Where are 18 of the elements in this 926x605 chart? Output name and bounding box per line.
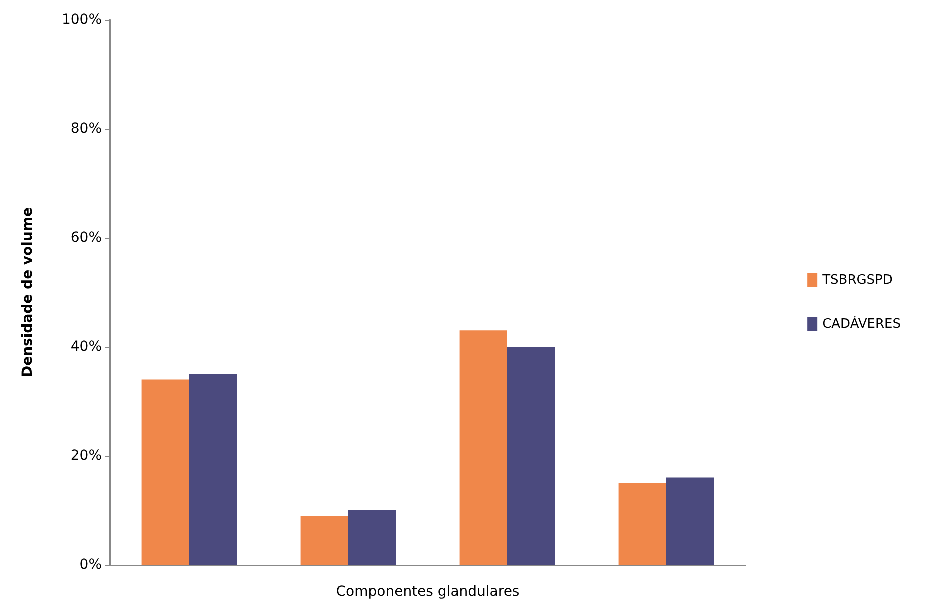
bar bbox=[508, 347, 556, 565]
bar bbox=[300, 516, 348, 565]
legend-label: TSBRGSPD bbox=[822, 273, 893, 288]
y-axis-title: Densidade de volume bbox=[20, 207, 36, 378]
bar bbox=[460, 330, 508, 565]
bar bbox=[190, 374, 238, 565]
bar bbox=[348, 510, 396, 565]
y-tick-label: 100% bbox=[62, 12, 102, 28]
y-tick-label: 20% bbox=[70, 448, 102, 464]
y-tick-label: 0% bbox=[80, 557, 102, 573]
bar bbox=[666, 478, 714, 565]
y-tick-label: 60% bbox=[70, 230, 102, 246]
y-tick-label: 80% bbox=[70, 121, 102, 137]
bar bbox=[618, 483, 666, 565]
legend-label: CADÁVERES bbox=[822, 315, 902, 332]
bar bbox=[142, 380, 190, 565]
y-tick-label: 40% bbox=[70, 339, 102, 355]
x-axis-title: Componentes glandulares bbox=[336, 584, 520, 600]
